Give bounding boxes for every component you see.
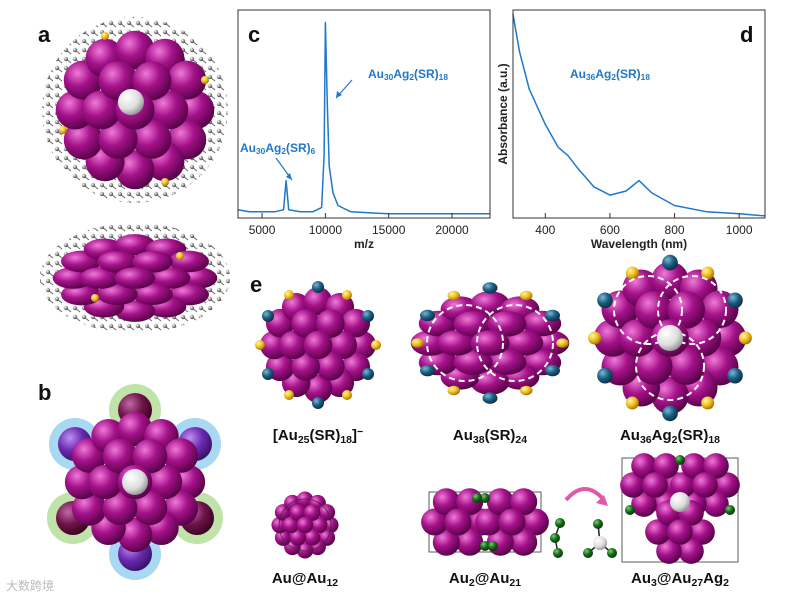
x-tick-label: 400 xyxy=(535,223,555,237)
formula-part: 30 xyxy=(384,72,394,82)
formula-part: (SR) xyxy=(678,427,709,444)
formula-part: (SR) xyxy=(485,427,516,444)
motif xyxy=(550,518,617,558)
annotation: Au36Ag2(SR)18 xyxy=(570,67,650,82)
formula-part: 25 xyxy=(298,434,310,446)
panel-label: d xyxy=(740,22,753,47)
formula-part: 2 xyxy=(469,577,475,589)
structure-au30ag2 xyxy=(620,453,740,564)
formula-part: Ag xyxy=(595,67,611,81)
watermark: 大数跨境 xyxy=(6,578,54,593)
spectrum-line xyxy=(237,21,490,215)
structure-b xyxy=(47,384,223,580)
formula-part: 6 xyxy=(311,146,316,156)
x-tick-label: 15000 xyxy=(372,223,406,237)
formula-part: 21 xyxy=(509,577,521,589)
formula-part: ] xyxy=(352,427,357,444)
formula-part: Ag xyxy=(393,67,409,81)
formula-part: 12 xyxy=(326,577,338,589)
y-axis-label: Absorbance (a.u.) xyxy=(496,63,510,164)
structure-label: Au2@Au21 xyxy=(449,570,521,589)
formula-part: 2 xyxy=(281,146,286,156)
formula-part: @Au xyxy=(657,570,692,587)
transform-arrow xyxy=(564,487,606,502)
formula-part: 30 xyxy=(256,146,266,156)
formula-part: (SR) xyxy=(616,67,641,81)
arrowhead xyxy=(336,91,342,98)
formula-part: 18 xyxy=(439,72,449,82)
formula-part: 2 xyxy=(672,434,678,446)
formula-part: 38 xyxy=(473,434,485,446)
plot-frame xyxy=(512,9,766,219)
x-axis-label: Wavelength (nm) xyxy=(591,237,687,251)
annotation: Au30Ag2(SR)6 xyxy=(240,141,316,156)
arrowhead xyxy=(596,495,608,506)
structure-a-side xyxy=(40,223,230,333)
formula-part: Au xyxy=(449,570,469,587)
formula-part: 18 xyxy=(340,434,352,446)
plot-frame xyxy=(237,9,491,219)
panel-label: e xyxy=(250,272,262,297)
structure-label: [Au25(SR)18]− xyxy=(273,426,363,446)
formula-part: 3 xyxy=(651,577,657,589)
formula-part: 24 xyxy=(515,434,527,446)
formula-part: Au xyxy=(453,427,473,444)
panel-label: a xyxy=(38,22,51,47)
formula-part: (SR) xyxy=(414,67,439,81)
structure-a-top xyxy=(42,17,228,203)
formula-part: 2 xyxy=(409,72,414,82)
structure-label: Au@Au12 xyxy=(272,570,338,589)
formula-part: 18 xyxy=(708,434,720,446)
structure-label: Au3@Au27Ag2 xyxy=(631,570,729,589)
formula-part: Au xyxy=(620,427,640,444)
x-tick-label: 5000 xyxy=(249,223,276,237)
formula-part: (SR) xyxy=(310,427,341,444)
formula-part: 36 xyxy=(640,434,652,446)
x-tick-label: 600 xyxy=(600,223,620,237)
formula-part: 2 xyxy=(723,577,729,589)
annotation: Au30Ag2(SR)18 xyxy=(368,67,448,82)
formula-part: Au xyxy=(570,67,586,81)
formula-part: Au xyxy=(240,141,256,155)
chart-c: 5000 10000 15000 20000m/zAu30Ag2(SR)18Au30A… xyxy=(237,9,491,251)
structure-au13 xyxy=(271,491,338,558)
formula-part: Ag xyxy=(703,570,723,587)
formula-part: Au@Au xyxy=(272,570,327,587)
formula-part: 27 xyxy=(691,577,703,589)
formula-part: (SR) xyxy=(286,141,311,155)
formula-part: 2 xyxy=(611,72,616,82)
formula-part: Ag xyxy=(265,141,281,155)
formula-part: 36 xyxy=(586,72,596,82)
structure-label: Au38(SR)24 xyxy=(453,427,527,446)
x-tick-label: 1000 xyxy=(726,223,753,237)
panel-label: b xyxy=(38,380,51,405)
structure-au36ag2 xyxy=(588,254,752,422)
formula-part: 18 xyxy=(641,72,651,82)
structure-label: Au36Ag2(SR)18 xyxy=(620,427,720,446)
chart-d: 400 600 800 1000 Wavelength (nm) Absorbance (… xyxy=(496,9,766,251)
formula-part: @Au xyxy=(475,570,510,587)
structure-au38 xyxy=(411,282,570,404)
spectrum-line xyxy=(512,14,766,217)
x-tick-label: 20000 xyxy=(435,223,469,237)
formula-part: Au xyxy=(368,67,384,81)
x-axis-label: m/z xyxy=(354,237,374,251)
x-tick-label: 10000 xyxy=(309,223,343,237)
structure-au23 xyxy=(421,488,549,556)
formula-part: Ag xyxy=(652,427,672,444)
x-tick-label: 800 xyxy=(665,223,685,237)
formula-part: Au xyxy=(631,570,651,587)
structure-au25 xyxy=(255,281,381,409)
formula-part: − xyxy=(357,426,363,438)
panel-label: c xyxy=(248,22,260,47)
formula-part: [Au xyxy=(273,427,298,444)
arrowhead xyxy=(286,173,292,180)
